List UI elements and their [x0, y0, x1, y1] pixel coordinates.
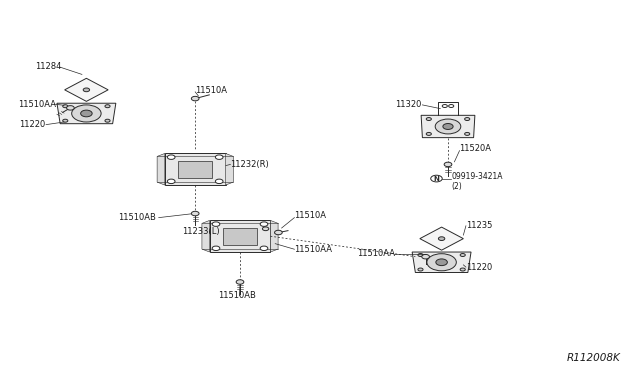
Circle shape: [168, 155, 175, 159]
Text: 11510AB: 11510AB: [118, 213, 156, 222]
Text: 11510A: 11510A: [195, 86, 227, 94]
Circle shape: [442, 105, 447, 108]
Polygon shape: [421, 115, 475, 138]
Text: 11520A: 11520A: [460, 144, 492, 153]
Text: 11220: 11220: [466, 263, 492, 272]
Text: 11510AB: 11510AB: [218, 291, 255, 300]
Text: 11233(L): 11233(L): [182, 227, 220, 236]
Circle shape: [418, 254, 423, 257]
Circle shape: [105, 119, 110, 122]
Text: 11320: 11320: [396, 100, 422, 109]
Text: 11284: 11284: [35, 62, 61, 71]
Text: 11220: 11220: [19, 120, 45, 129]
Circle shape: [63, 105, 68, 108]
Circle shape: [443, 124, 453, 129]
Polygon shape: [202, 220, 210, 252]
Text: 09919-3421A
(2): 09919-3421A (2): [452, 172, 503, 191]
Polygon shape: [226, 153, 234, 185]
Circle shape: [426, 132, 431, 135]
Circle shape: [81, 110, 92, 117]
Circle shape: [215, 179, 223, 183]
Circle shape: [215, 155, 223, 159]
Circle shape: [465, 132, 470, 135]
Text: 11510AA: 11510AA: [357, 249, 395, 258]
Polygon shape: [57, 103, 116, 124]
Circle shape: [426, 118, 431, 121]
Polygon shape: [420, 227, 463, 250]
Circle shape: [212, 222, 220, 226]
Text: 11510AA: 11510AA: [18, 100, 56, 109]
Polygon shape: [270, 220, 278, 252]
Circle shape: [460, 254, 465, 257]
Circle shape: [236, 280, 244, 284]
Text: N: N: [433, 176, 440, 182]
Text: 11510A: 11510A: [294, 211, 326, 220]
Polygon shape: [165, 153, 226, 185]
Text: R112008K: R112008K: [567, 353, 621, 363]
Polygon shape: [65, 78, 108, 102]
Circle shape: [431, 175, 442, 182]
Circle shape: [422, 254, 429, 259]
Circle shape: [105, 105, 110, 108]
Circle shape: [191, 96, 199, 101]
Polygon shape: [412, 252, 471, 272]
Circle shape: [449, 105, 454, 108]
Circle shape: [83, 88, 90, 92]
Circle shape: [262, 227, 269, 231]
Circle shape: [63, 119, 68, 122]
Circle shape: [460, 268, 465, 271]
Circle shape: [418, 268, 423, 271]
Text: 11235: 11235: [466, 221, 492, 230]
Circle shape: [212, 246, 220, 251]
Circle shape: [465, 118, 470, 121]
Circle shape: [168, 179, 175, 183]
Circle shape: [260, 246, 268, 251]
Circle shape: [67, 106, 74, 110]
Circle shape: [444, 162, 452, 167]
Circle shape: [435, 119, 461, 134]
Circle shape: [275, 230, 282, 235]
Polygon shape: [157, 153, 165, 185]
Circle shape: [72, 105, 101, 122]
FancyBboxPatch shape: [223, 228, 257, 245]
FancyBboxPatch shape: [179, 161, 212, 178]
Circle shape: [260, 222, 268, 226]
Circle shape: [438, 237, 445, 241]
Circle shape: [191, 211, 199, 216]
Text: 11232(R): 11232(R): [230, 160, 269, 169]
Polygon shape: [210, 220, 270, 252]
Circle shape: [427, 254, 456, 271]
Circle shape: [436, 259, 447, 266]
Text: 11510AA: 11510AA: [294, 245, 332, 254]
